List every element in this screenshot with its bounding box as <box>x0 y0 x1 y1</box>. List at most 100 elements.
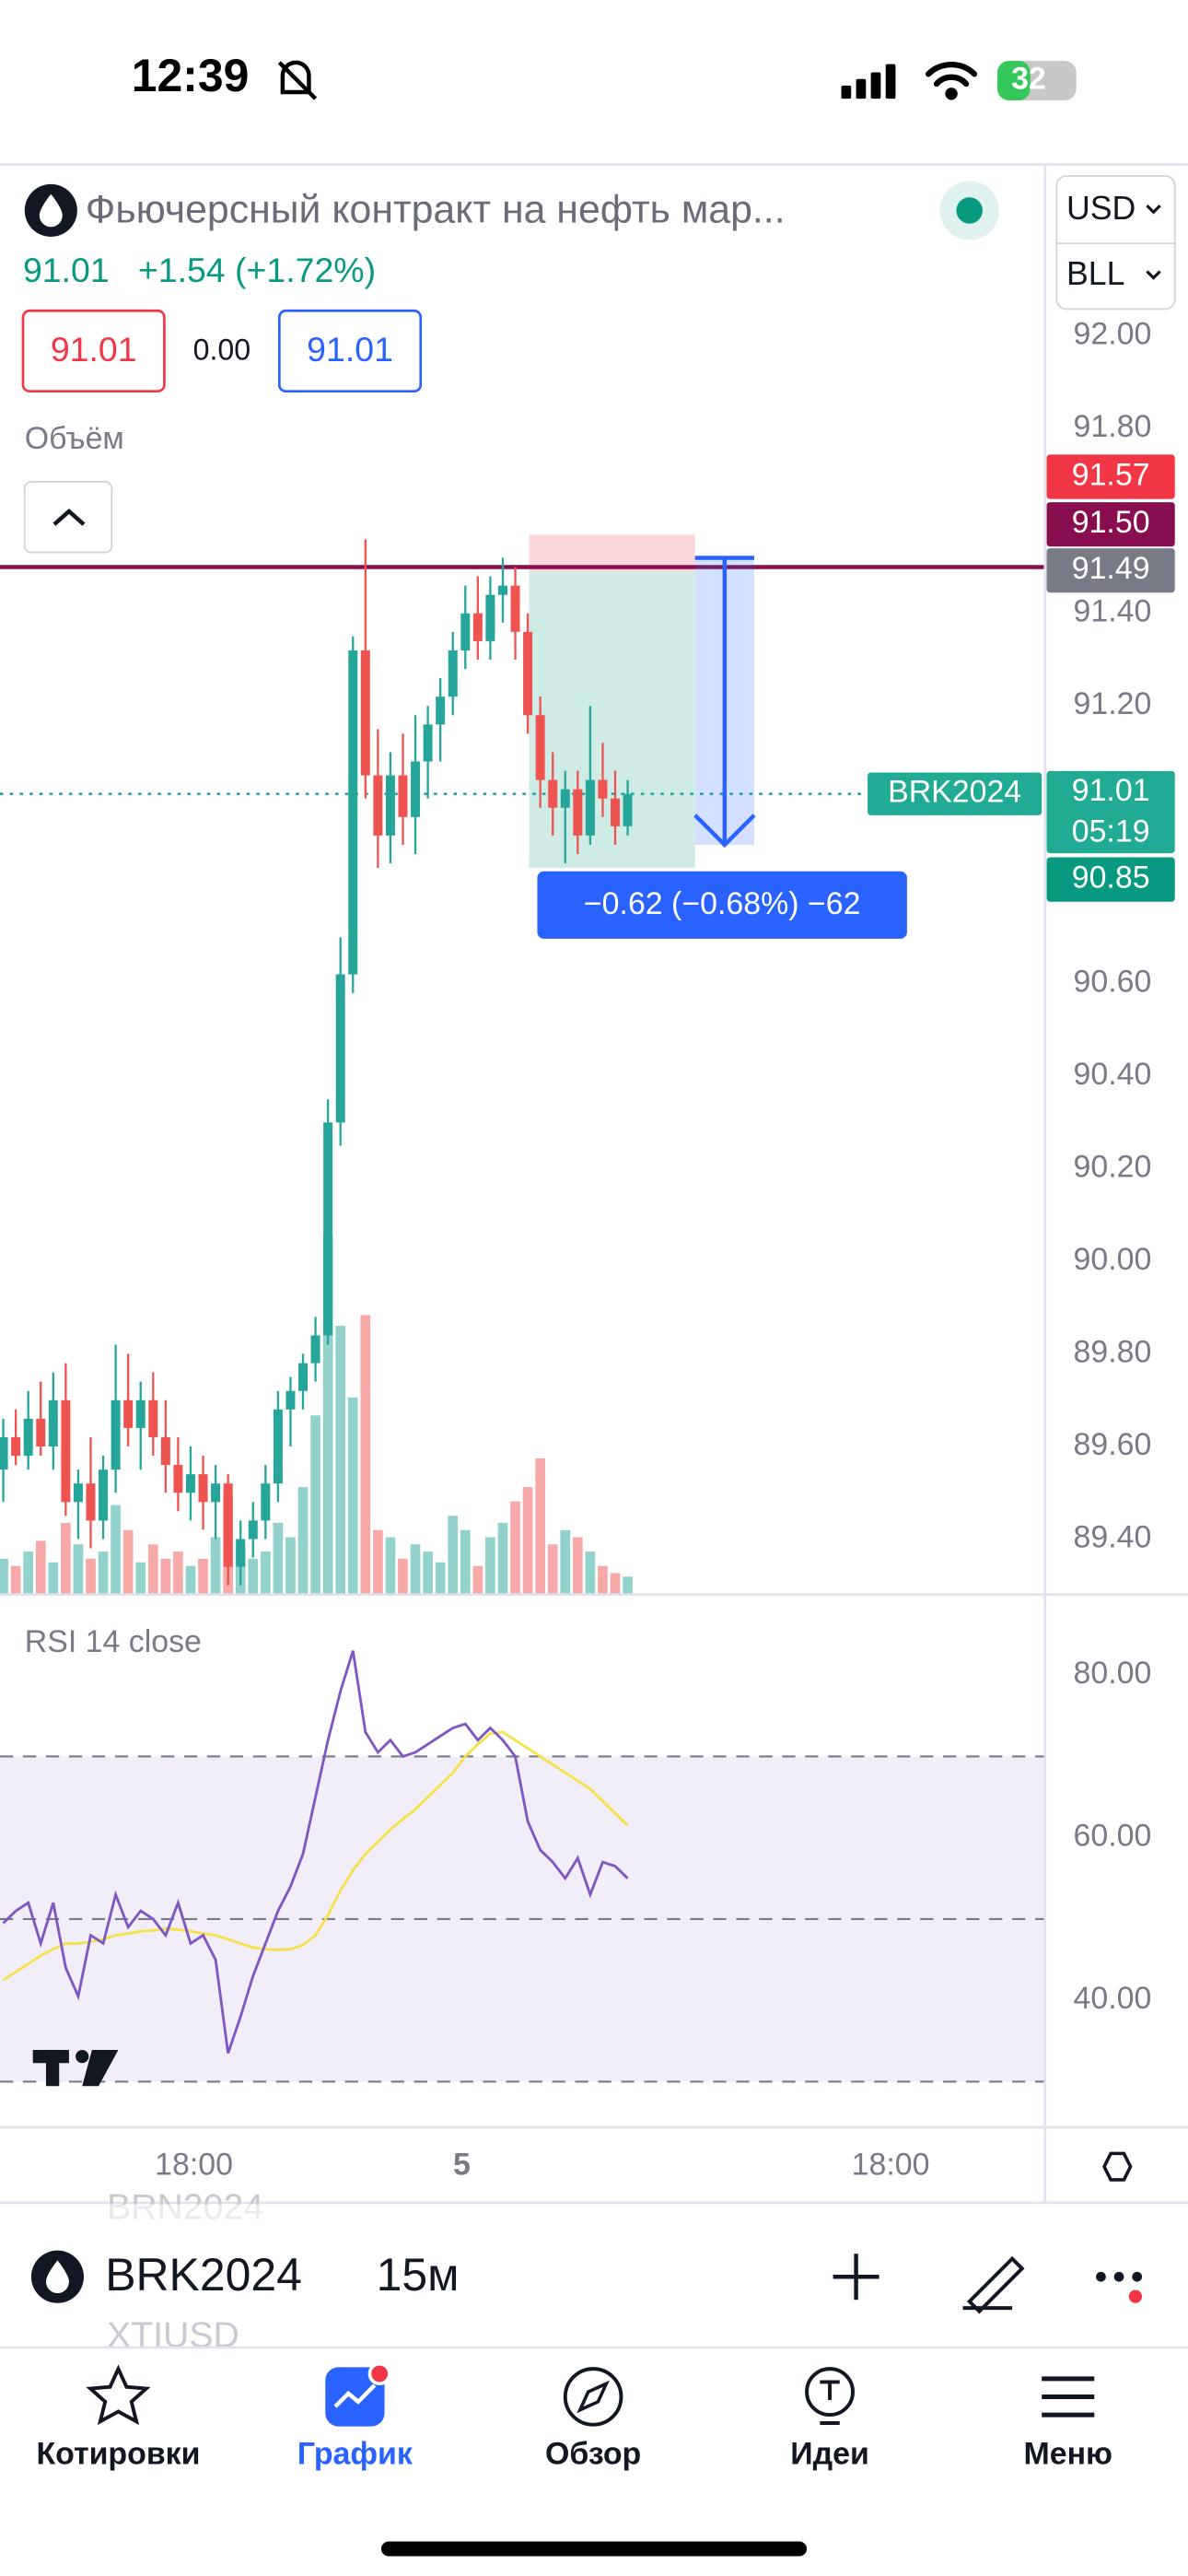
rsi-tick-label: 60.00 <box>1074 1819 1152 1854</box>
volume-bar <box>147 1544 158 1595</box>
axis-price-tag <box>1046 770 1175 854</box>
volume-bar <box>410 1544 421 1595</box>
candle-body <box>248 1520 258 1540</box>
volume-bar <box>460 1529 471 1595</box>
candle-body <box>523 631 533 716</box>
volume-bar <box>210 1537 221 1595</box>
settings-icon[interactable] <box>1102 2151 1133 2182</box>
candle-body <box>335 974 345 1123</box>
tab-label[interactable]: Меню <box>1024 2437 1113 2472</box>
tab-icon[interactable] <box>86 2364 151 2426</box>
rsi-ma-line <box>2 1730 629 1982</box>
candle-body <box>261 1483 271 1521</box>
volume-bar <box>73 1544 84 1595</box>
candle-body <box>11 1436 21 1457</box>
tab-label[interactable]: Обзор <box>545 2437 641 2472</box>
y-tick-label: 91.20 <box>1074 686 1152 721</box>
volume-bar <box>448 1516 459 1595</box>
volume-bar <box>48 1562 59 1595</box>
interval[interactable]: 15м <box>377 2249 460 2301</box>
candle-body <box>135 1399 146 1428</box>
candle-body <box>348 650 358 975</box>
measure-label: −0.62 (−0.68%) −62 <box>584 886 861 921</box>
volume-bar <box>23 1551 34 1595</box>
measure-arrow <box>693 814 756 849</box>
volume-bar <box>135 1562 146 1595</box>
candle-body <box>385 775 395 836</box>
volume-bar <box>522 1487 533 1595</box>
toolbar-symbol[interactable]: BRK2024 <box>105 2249 302 2301</box>
rsi-tick-label: 80.00 <box>1074 1656 1152 1691</box>
time-label: 5 <box>453 2148 471 2183</box>
collapse-button[interactable] <box>23 480 113 554</box>
buy-price[interactable]: 91.01 <box>307 330 393 369</box>
candle-body <box>398 775 408 817</box>
volume-bar <box>472 1565 483 1595</box>
candle-body <box>510 585 520 632</box>
volume-bar <box>61 1522 71 1595</box>
chevrons <box>1146 204 1161 280</box>
tradingview-logo <box>32 2049 119 2087</box>
last-price: 91.01 <box>23 251 110 289</box>
volume-bar <box>485 1537 495 1595</box>
volume-bar <box>122 1529 134 1595</box>
axis-price-label: 90.85 <box>1072 861 1150 896</box>
time-label: 18:00 <box>155 2148 233 2183</box>
candle-body <box>273 1409 283 1484</box>
candle-body <box>360 650 370 776</box>
volume-label: Объём <box>25 421 124 456</box>
tab-icon[interactable] <box>805 2367 855 2418</box>
add-button[interactable] <box>833 2254 879 2301</box>
bulb-glyph <box>820 2380 840 2425</box>
tab-icon[interactable] <box>563 2367 623 2427</box>
axis-price-tag <box>1046 502 1175 547</box>
candle-body <box>160 1436 170 1466</box>
drop-icon <box>39 193 63 228</box>
y-tick-label: 91.80 <box>1074 409 1152 444</box>
y-tick-label: 91.40 <box>1074 594 1152 629</box>
sell-button[interactable] <box>21 309 166 393</box>
candle-body <box>623 793 633 826</box>
candle-body <box>436 697 446 725</box>
y-tick-label: 90.00 <box>1074 1242 1152 1277</box>
candle-body <box>598 779 608 799</box>
candle-body <box>23 1418 33 1457</box>
battery-level <box>997 61 1031 100</box>
sell-price[interactable]: 91.01 <box>51 330 137 369</box>
more-button[interactable] <box>1096 2271 1143 2303</box>
volume-bar <box>572 1537 583 1595</box>
volume-bar <box>598 1565 608 1595</box>
countdown: 05:19 <box>1072 814 1150 849</box>
tab-label[interactable]: Котировки <box>36 2437 200 2472</box>
rsi-title: RSI 14 close <box>25 1624 202 1659</box>
candle-body <box>211 1483 221 1503</box>
candle-body <box>86 1483 96 1521</box>
candle-body <box>472 613 483 641</box>
tab-label[interactable]: График <box>297 2437 413 2472</box>
axis-price-tag <box>1046 548 1175 593</box>
spread: 0.00 <box>193 333 251 366</box>
unit[interactable]: BLL <box>1066 255 1124 292</box>
candle-body <box>485 594 495 641</box>
candle-body <box>573 789 583 836</box>
candle-body <box>236 1539 246 1567</box>
price-change: +1.54 (+1.72%) <box>138 251 376 289</box>
currency[interactable]: USD <box>1066 190 1136 227</box>
axis-price-tag <box>1046 454 1175 499</box>
candle-body <box>185 1474 195 1493</box>
volume-bar <box>285 1537 296 1595</box>
volume-bar <box>435 1562 446 1595</box>
candle-body <box>48 1399 58 1447</box>
candle-body <box>298 1363 309 1391</box>
candle-body <box>310 1335 320 1364</box>
drop-icon <box>45 2260 69 2294</box>
tab-label[interactable]: Идеи <box>790 2437 869 2472</box>
volume-bar <box>535 1458 546 1595</box>
buy-button[interactable] <box>277 309 423 393</box>
volume-bar <box>185 1565 196 1595</box>
draw-button[interactable] <box>962 2255 1025 2314</box>
tab-icon[interactable] <box>1042 2376 1095 2418</box>
candle-body <box>460 613 471 650</box>
